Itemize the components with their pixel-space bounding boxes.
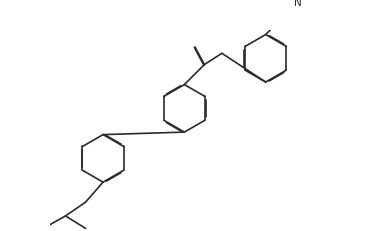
Text: N: N — [294, 0, 302, 8]
